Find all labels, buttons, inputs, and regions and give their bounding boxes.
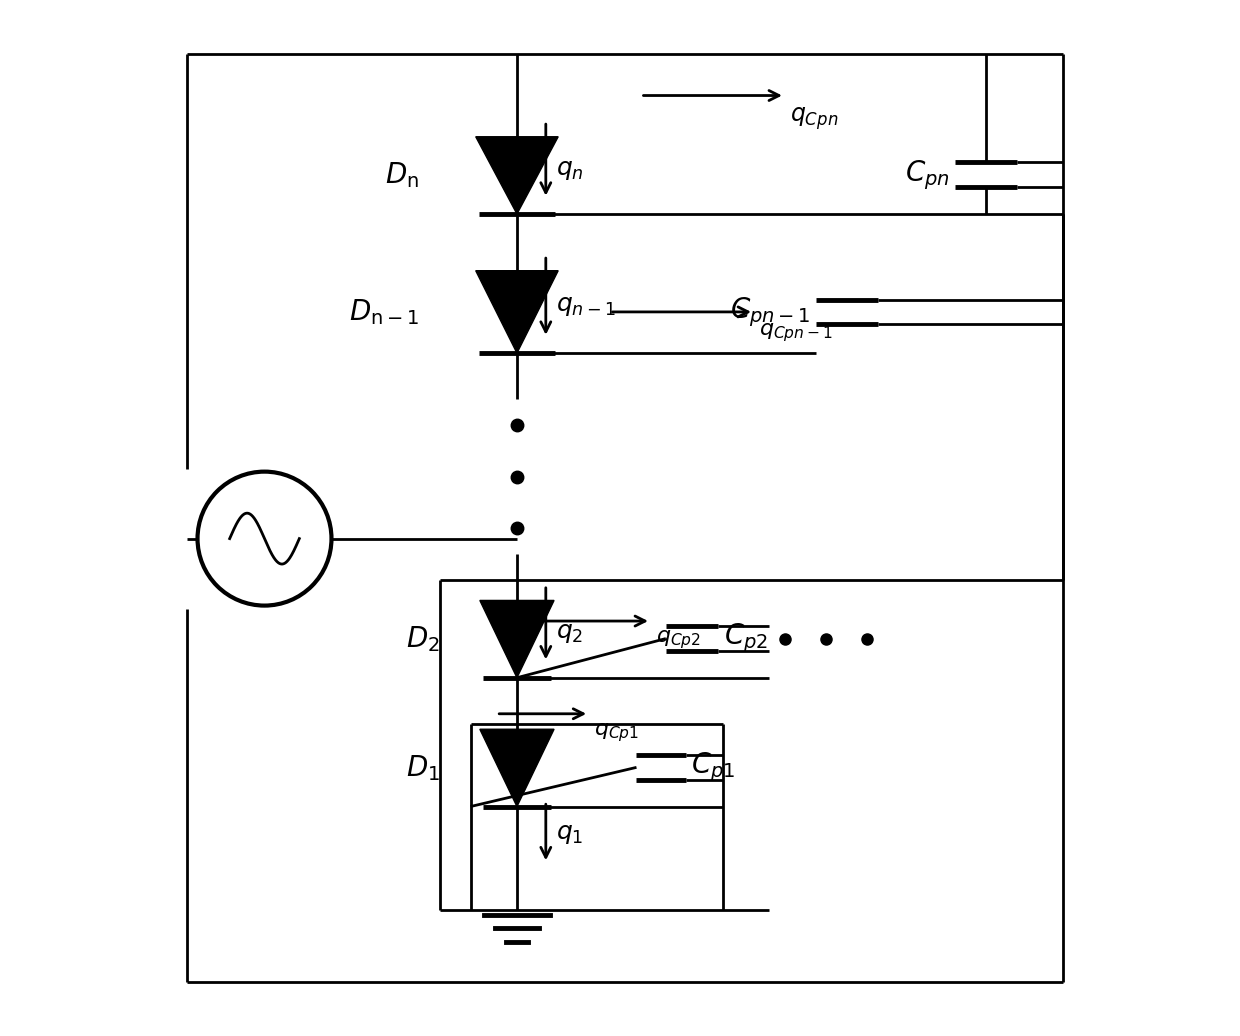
- Text: $q_1$: $q_1$: [556, 823, 584, 845]
- Text: $D_1$: $D_1$: [405, 753, 440, 783]
- Text: $D_\mathrm{n-1}$: $D_\mathrm{n-1}$: [348, 297, 419, 326]
- Text: $C_{pn}$: $C_{pn}$: [905, 159, 950, 192]
- Text: $q_{Cpn-1}$: $q_{Cpn-1}$: [759, 321, 833, 344]
- Text: $q_{Cp2}$: $q_{Cp2}$: [656, 628, 701, 651]
- Text: $C_{p1}$: $C_{p1}$: [691, 750, 735, 784]
- Polygon shape: [480, 601, 554, 678]
- Text: $D_2$: $D_2$: [405, 624, 440, 654]
- Text: $q_{n-1}$: $q_{n-1}$: [556, 295, 616, 318]
- Polygon shape: [476, 137, 558, 214]
- Text: $C_{p2}$: $C_{p2}$: [724, 622, 768, 656]
- Polygon shape: [480, 729, 554, 806]
- Text: $C_{pn-1}$: $C_{pn-1}$: [730, 295, 811, 328]
- Text: $q_{Cp1}$: $q_{Cp1}$: [594, 721, 640, 744]
- Polygon shape: [476, 270, 558, 353]
- Text: $q_2$: $q_2$: [556, 623, 583, 645]
- Text: $q_n$: $q_n$: [556, 159, 584, 181]
- Text: $D_\mathrm{n}$: $D_\mathrm{n}$: [386, 161, 419, 191]
- Text: $q_{Cpn}$: $q_{Cpn}$: [790, 105, 838, 132]
